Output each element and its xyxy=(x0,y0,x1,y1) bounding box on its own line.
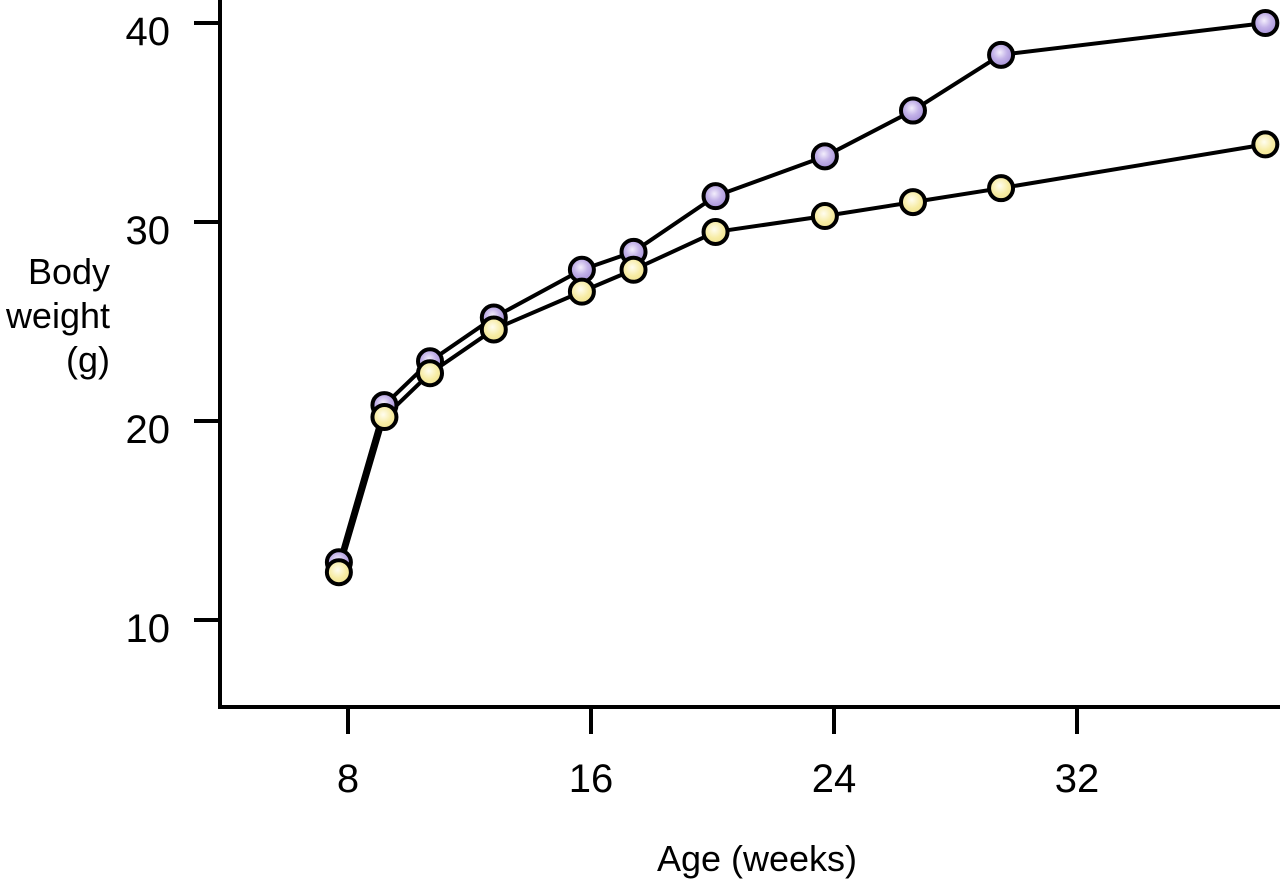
data-point-marker-series-2 xyxy=(416,359,445,388)
y-axis-label-line-3: (g) xyxy=(66,339,110,380)
data-point-marker-series-2 xyxy=(987,174,1016,203)
series-line-1 xyxy=(336,21,1268,565)
data-point-marker-series-2 xyxy=(370,403,399,432)
y-tick-label: 40 xyxy=(126,10,171,54)
y-tick-label: 10 xyxy=(126,607,171,651)
x-axis-label: Age (weeks) xyxy=(656,838,858,879)
axes: 10 20 30 40 8 16 24 32 xyxy=(126,0,1280,801)
data-point-marker-series-1 xyxy=(987,40,1016,69)
y-axis-label-line-2: weight xyxy=(5,295,110,336)
data-point-marker-series-1 xyxy=(810,142,839,171)
x-tick-label: 24 xyxy=(812,757,857,801)
y-axis-label: Body weight (g) xyxy=(0,250,110,382)
data-point-marker-series-2 xyxy=(324,558,353,587)
series-line-2 xyxy=(336,142,1268,575)
data-point-marker-series-1 xyxy=(898,96,927,125)
x-tick-label: 32 xyxy=(1055,757,1100,801)
data-point-marker-series-1 xyxy=(1251,9,1280,37)
data-point-marker-series-2 xyxy=(810,202,839,231)
data-point-marker-series-2 xyxy=(567,277,596,306)
y-tick-label: 20 xyxy=(126,408,171,452)
y-tick-label: 30 xyxy=(126,209,171,253)
data-point-marker-series-2 xyxy=(619,255,648,284)
data-point-marker-series-2 xyxy=(898,188,927,217)
data-point-marker-series-1 xyxy=(701,182,730,211)
data-series xyxy=(324,9,1280,587)
x-tick-label: 8 xyxy=(337,757,359,801)
y-axis-label-line-1: Body xyxy=(27,251,110,292)
x-tick-label: 16 xyxy=(569,757,614,801)
data-point-marker-series-2 xyxy=(479,315,508,344)
data-point-marker-series-2 xyxy=(701,217,730,246)
data-point-marker-series-2 xyxy=(1251,130,1280,159)
